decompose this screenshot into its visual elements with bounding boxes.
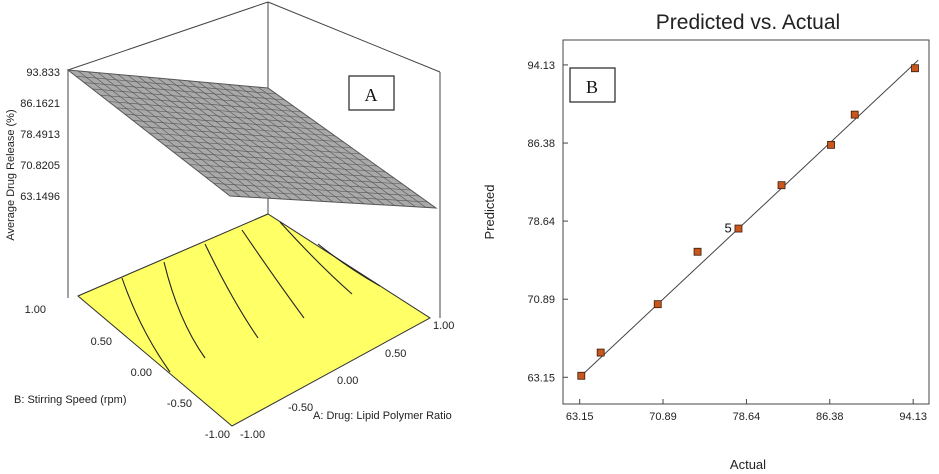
data-point — [911, 64, 919, 73]
data-point — [596, 348, 605, 357]
mesh-line — [247, 85, 416, 208]
x-tick-label: -0.50 — [288, 402, 313, 414]
contour-floor — [77, 213, 431, 427]
y-tick-label: 70.89 — [527, 294, 555, 306]
panel-label: B — [586, 77, 598, 97]
y-axis-ticks: 63.15 70.89 78.64 86.38 94.13 — [527, 60, 568, 384]
response-surface-chart: Average Drug Release (%) 93.833 86.1621 … — [5, 1, 454, 441]
mesh-line — [257, 86, 426, 208]
contour-lines — [121, 221, 381, 373]
mesh-line — [213, 183, 420, 197]
x-axis-title: Actual — [730, 457, 766, 472]
data-points — [577, 64, 919, 380]
x-tick-label: 78.64 — [733, 411, 761, 423]
x-tick-label: 70.89 — [649, 411, 677, 423]
fit-line — [577, 59, 919, 380]
mesh-line — [197, 81, 365, 205]
z-tick-label: 93.833 — [26, 67, 60, 79]
x-tick-label: 1.00 — [433, 320, 454, 332]
contour-line — [279, 221, 353, 295]
data-point — [577, 371, 586, 380]
x-tick-label: -1.00 — [240, 429, 265, 441]
x-tick-label: 86.38 — [816, 411, 844, 423]
y-tick-label: 94.13 — [527, 60, 555, 72]
x-tick-label: 0.50 — [385, 348, 406, 360]
surface-mesh — [76, 70, 428, 208]
chart-title: Predicted vs. Actual — [656, 11, 840, 34]
box-edge — [67, 1, 269, 71]
y-tick-label: -1.00 — [205, 429, 230, 441]
mesh-line — [173, 151, 378, 167]
y-tick-label: 0.50 — [91, 336, 112, 348]
contour-line — [204, 243, 259, 339]
mesh-line — [227, 84, 395, 206]
contour-line — [163, 261, 206, 359]
response-surface — [66, 69, 438, 209]
y-tick-label: -0.50 — [167, 398, 192, 410]
mesh-line — [207, 82, 375, 205]
point-annotation: 5 — [724, 221, 731, 236]
data-point — [693, 247, 702, 256]
x-tick-label: 94.13 — [899, 411, 927, 423]
mesh-line — [221, 189, 428, 203]
z-tick-label: 63.1496 — [20, 191, 60, 203]
mesh-line — [187, 80, 354, 204]
data-point — [777, 181, 786, 190]
y-tick-label: 63.15 — [527, 372, 555, 384]
data-point — [734, 224, 743, 233]
x-tick-label: 63.15 — [566, 411, 594, 423]
data-point — [653, 300, 662, 309]
panel-label-box — [569, 67, 616, 103]
x-axis-title: A: Drug: Lipid Polymer Ratio — [313, 410, 452, 422]
box-edge — [267, 1, 441, 73]
z-axis-title: Average Drug Release (%) — [5, 109, 17, 240]
mesh-line — [181, 157, 386, 173]
z-tick-label: 86.1621 — [20, 98, 60, 110]
contour-line — [241, 229, 305, 319]
panel-label-box — [348, 75, 395, 111]
mesh-line — [197, 170, 403, 185]
predicted-vs-actual-chart: Predicted vs. Actual 63.15 70.89 78.64 86.3… — [482, 11, 930, 472]
y-tick-label: 1.00 — [25, 304, 46, 316]
x-tick-label: 0.00 — [337, 375, 358, 387]
mesh-line — [165, 145, 369, 161]
contour-line — [121, 277, 171, 373]
z-tick-label: 70.8205 — [20, 160, 60, 172]
mesh-line — [217, 83, 385, 206]
mesh-line — [237, 85, 406, 207]
mesh-line — [157, 139, 361, 155]
z-tick-label: 78.4913 — [20, 129, 60, 141]
y-axis-title: Predicted — [482, 185, 497, 240]
y-tick-label: 0.00 — [131, 367, 152, 379]
mesh-line — [148, 132, 353, 149]
mesh-line — [177, 79, 344, 203]
mesh-line — [205, 176, 411, 191]
y-tick-label: 78.64 — [527, 216, 555, 228]
x-axis-ticks: 63.15 70.89 78.64 86.38 94.13 — [566, 399, 927, 423]
y-axis-title: B: Stirring Speed (rpm) — [14, 394, 126, 406]
data-point — [850, 110, 859, 119]
mesh-line — [189, 164, 395, 179]
contour-line — [317, 243, 381, 287]
panel-label: A — [365, 85, 378, 105]
y-tick-label: 86.38 — [527, 138, 555, 150]
data-point — [827, 140, 835, 149]
